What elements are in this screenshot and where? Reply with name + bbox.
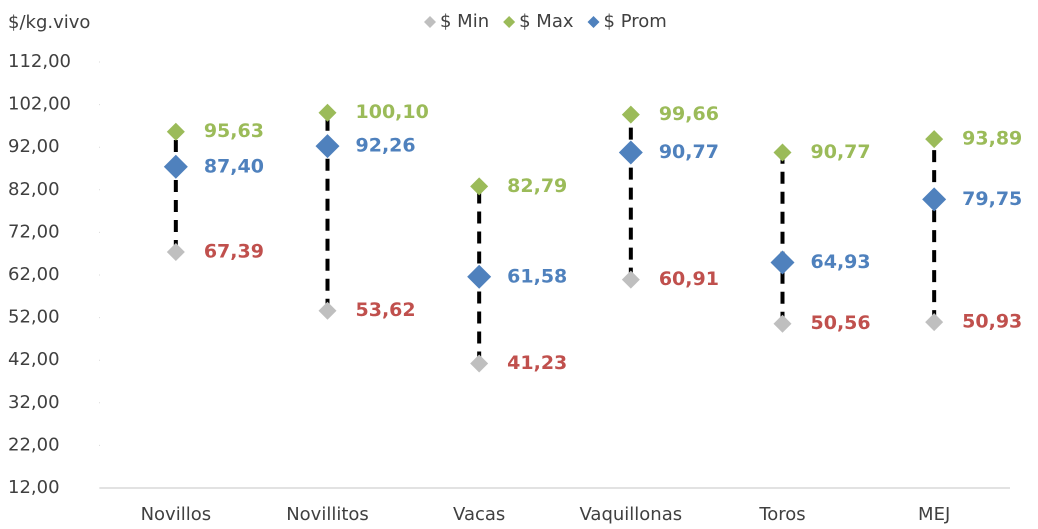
point (315, 134, 340, 159)
x-tick-label: Vaquillonas (580, 504, 683, 525)
point (166, 122, 185, 141)
legend-label: $ Prom (604, 11, 667, 32)
x-tick-label: Toros (758, 504, 805, 525)
data-label: 60,91 (659, 268, 719, 290)
point (773, 143, 792, 162)
legend-marker (424, 16, 436, 28)
point (166, 243, 185, 262)
point (621, 105, 640, 124)
point (467, 264, 492, 289)
y-axis-label: $/kg.vivo (8, 12, 90, 33)
data-label: 64,93 (811, 251, 871, 273)
point (318, 103, 337, 122)
data-label: 100,10 (356, 101, 429, 123)
data-label: 99,66 (659, 103, 719, 125)
y-tick-label: 72,00 (8, 221, 60, 242)
y-tick-label: 112,00 (8, 51, 71, 72)
point (621, 270, 640, 289)
point (470, 354, 489, 373)
y-tick-label: 92,00 (8, 136, 60, 157)
data-label: 61,58 (507, 265, 567, 287)
data-label: 92,26 (356, 135, 416, 157)
point (925, 313, 944, 332)
point (618, 140, 643, 165)
legend-label: $ Max (519, 11, 574, 32)
legend-marker (587, 16, 600, 28)
data-label: 67,39 (204, 241, 264, 263)
y-tick-label: 52,00 (8, 307, 60, 328)
legend-marker (503, 16, 516, 28)
data-label: 90,77 (659, 141, 719, 163)
y-tick-label: 42,00 (8, 349, 60, 370)
data-label: 50,56 (811, 312, 871, 334)
data-label: 53,62 (356, 299, 416, 321)
y-tick-label: 82,00 (8, 179, 60, 200)
data-label: 82,79 (507, 175, 567, 197)
data-label: 87,40 (204, 155, 264, 177)
x-tick-label: Novillitos (286, 504, 369, 525)
y-tick-label: 32,00 (8, 392, 60, 413)
point (163, 154, 188, 179)
point (470, 177, 489, 196)
x-tick-label: MEJ (918, 504, 950, 525)
data-label: 95,63 (204, 120, 264, 142)
y-tick-label: 12,00 (8, 477, 60, 498)
point (773, 314, 792, 333)
data-label: 79,75 (962, 188, 1022, 210)
data-label: 50,93 (962, 311, 1022, 333)
y-tick-label: 22,00 (8, 434, 60, 455)
point (770, 250, 795, 275)
y-tick-label: 102,00 (8, 94, 71, 115)
point (318, 301, 337, 320)
data-label: 93,89 (962, 128, 1022, 150)
x-tick-label: Vacas (453, 504, 505, 525)
point (922, 187, 947, 212)
x-tick-label: Novillos (141, 504, 212, 525)
data-label: 41,23 (507, 352, 567, 374)
legend-label: $ Min (440, 11, 489, 32)
data-label: 90,77 (811, 141, 871, 163)
point (925, 130, 944, 149)
y-tick-label: 62,00 (8, 264, 60, 285)
